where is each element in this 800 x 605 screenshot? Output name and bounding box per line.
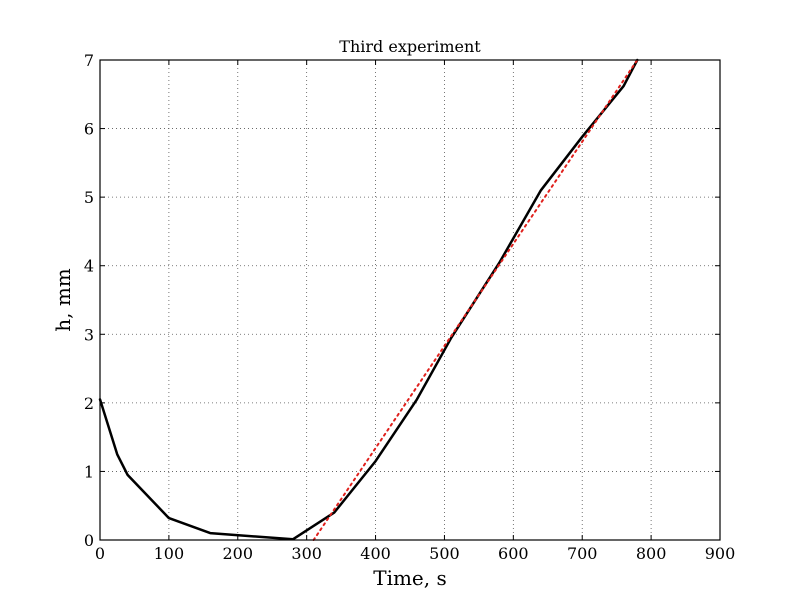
y-tick-label: 3 bbox=[84, 325, 94, 344]
x-tick-label: 400 bbox=[360, 544, 391, 563]
measured-line-series bbox=[100, 60, 637, 539]
y-axis-label: h, mm bbox=[51, 268, 75, 332]
x-tick-label: 100 bbox=[154, 544, 185, 563]
grid bbox=[100, 60, 720, 540]
x-tick-label: 900 bbox=[705, 544, 736, 563]
x-tick-label: 200 bbox=[223, 544, 254, 563]
plot-frame bbox=[100, 60, 720, 540]
y-tick-label: 5 bbox=[84, 188, 94, 207]
x-tick-label: 800 bbox=[636, 544, 667, 563]
x-axis-label: Time, s bbox=[373, 566, 447, 590]
y-tick-label: 2 bbox=[84, 394, 94, 413]
x-tick-label: 300 bbox=[291, 544, 322, 563]
fit-line-series bbox=[314, 60, 638, 540]
x-tick-label: 0 bbox=[95, 544, 105, 563]
y-tick-label: 7 bbox=[84, 51, 94, 70]
y-tick-label: 4 bbox=[84, 257, 94, 276]
ticks: 0 100 200 300 400 500 600 700 800 900 0 1 2 3 4 5 6 7 bbox=[84, 51, 735, 563]
x-tick-label: 600 bbox=[498, 544, 529, 563]
series-layer bbox=[100, 60, 637, 540]
x-tick-label: 500 bbox=[429, 544, 460, 563]
y-tick-label: 0 bbox=[84, 531, 94, 550]
chart-title: Third experiment bbox=[339, 37, 481, 56]
y-tick-label: 6 bbox=[84, 120, 94, 139]
x-tick-label: 700 bbox=[567, 544, 598, 563]
y-tick-label: 1 bbox=[84, 462, 94, 481]
